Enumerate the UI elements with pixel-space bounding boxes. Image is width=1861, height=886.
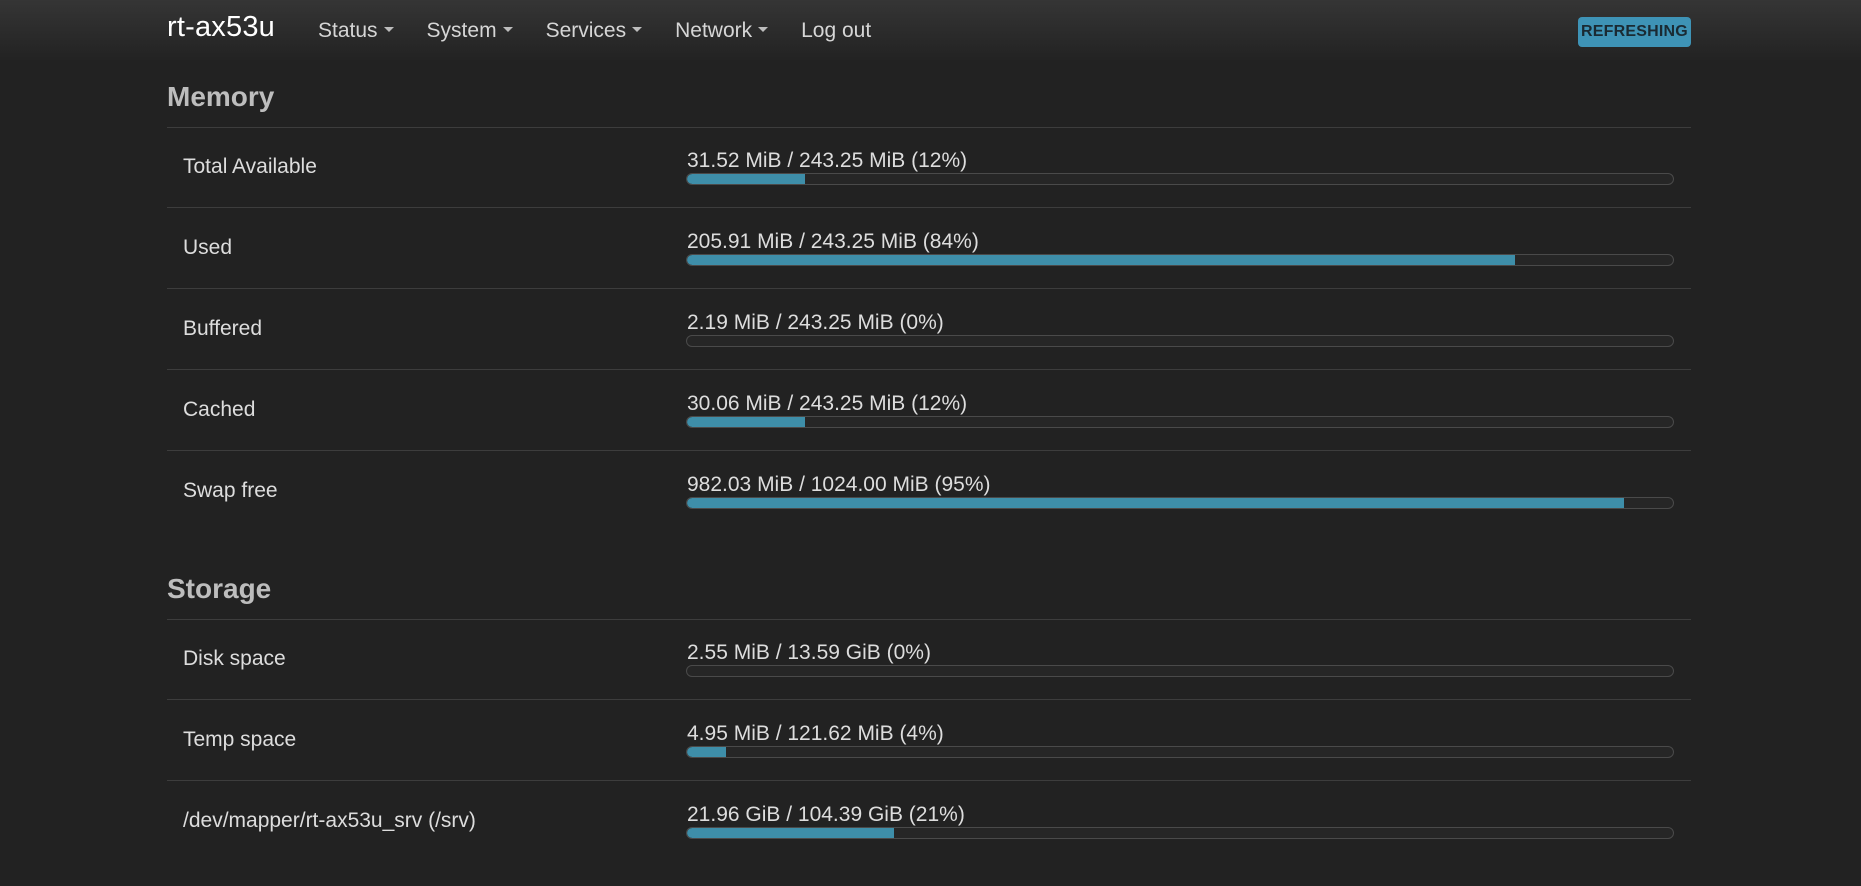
nav-logout-label: Log out [801, 19, 872, 42]
nav-services-label: Services [545, 19, 627, 42]
memory-row-label: Buffered [183, 317, 263, 340]
memory-row-label: Swap free [183, 479, 278, 502]
memory-row-value: 205.91 MiB / 243.25 MiB (84%) [687, 230, 979, 253]
nav-logout-link[interactable]: Log out [801, 19, 871, 43]
storage-row-label: Disk space [183, 647, 286, 670]
memory-row: Cached 30.06 MiB / 243.25 MiB (12%) [167, 370, 1691, 451]
refreshing-badge[interactable]: REFRESHING [1578, 17, 1691, 47]
nav-network-menu[interactable]: Network [675, 19, 769, 43]
storage-section-divider [167, 619, 1691, 620]
storage-row-value: 2.55 MiB / 13.59 GiB (0%) [687, 641, 931, 664]
brand-link[interactable]: rt-ax53u [167, 11, 275, 43]
storage-progress-bar [686, 746, 1674, 758]
progress-fill [687, 828, 895, 838]
storage-row-label: Temp space [183, 728, 297, 751]
memory-row-label: Total Available [183, 155, 317, 178]
memory-row: Buffered 2.19 MiB / 243.25 MiB (0%) [167, 289, 1691, 370]
nav-status-label: Status [318, 19, 378, 42]
memory-row: Total Available 31.52 MiB / 243.25 MiB (… [167, 127, 1691, 208]
nav-services-menu[interactable]: Services [546, 19, 643, 43]
progress-fill [687, 498, 1624, 508]
storage-row: /dev/mapper/rt-ax53u_srv (/srv) 21.96 Gi… [167, 781, 1691, 862]
progress-fill [687, 174, 806, 184]
main-nav: Status System Services Network Log out [318, 0, 904, 62]
memory-section-title: Memory [167, 81, 275, 112]
nav-network-label: Network [675, 19, 753, 42]
memory-progress-bar [686, 335, 1674, 347]
storage-row: Temp space 4.95 MiB / 121.62 MiB (4%) [167, 700, 1691, 781]
progress-fill [687, 747, 727, 757]
storage-row: Disk space 2.55 MiB / 13.59 GiB (0%) [167, 619, 1691, 700]
top-navbar: rt-ax53u Status System Services Network … [0, 0, 1861, 62]
memory-progress-bar [686, 497, 1674, 509]
memory-row-value: 982.03 MiB / 1024.00 MiB (95%) [687, 473, 991, 496]
caret-down-icon [632, 26, 643, 32]
storage-row-value: 4.95 MiB / 121.62 MiB (4%) [687, 722, 944, 745]
memory-progress-bar [686, 173, 1674, 185]
memory-row: Used 205.91 MiB / 243.25 MiB (84%) [167, 208, 1691, 289]
nav-system-menu[interactable]: System [427, 19, 513, 43]
memory-row-label: Used [183, 236, 233, 259]
memory-row-value: 31.52 MiB / 243.25 MiB (12%) [687, 149, 968, 172]
storage-progress-bar [686, 665, 1674, 677]
caret-down-icon [502, 26, 513, 32]
nav-system-label: System [426, 19, 497, 42]
memory-row-value: 30.06 MiB / 243.25 MiB (12%) [687, 392, 968, 415]
nav-status-menu[interactable]: Status [318, 19, 394, 43]
progress-fill [687, 255, 1516, 265]
caret-down-icon [758, 26, 769, 32]
memory-section-divider [167, 127, 1691, 128]
memory-row-value: 2.19 MiB / 243.25 MiB (0%) [687, 311, 944, 334]
memory-row: Swap free 982.03 MiB / 1024.00 MiB (95%) [167, 451, 1691, 532]
storage-row-label: /dev/mapper/rt-ax53u_srv (/srv) [183, 809, 476, 832]
storage-section-title: Storage [167, 573, 272, 604]
storage-progress-bar [686, 827, 1674, 839]
memory-progress-bar [686, 416, 1674, 428]
storage-row-value: 21.96 GiB / 104.39 GiB (21%) [687, 803, 965, 826]
progress-fill [687, 417, 806, 427]
memory-progress-bar [686, 254, 1674, 266]
caret-down-icon [383, 26, 394, 32]
memory-row-label: Cached [183, 398, 256, 421]
